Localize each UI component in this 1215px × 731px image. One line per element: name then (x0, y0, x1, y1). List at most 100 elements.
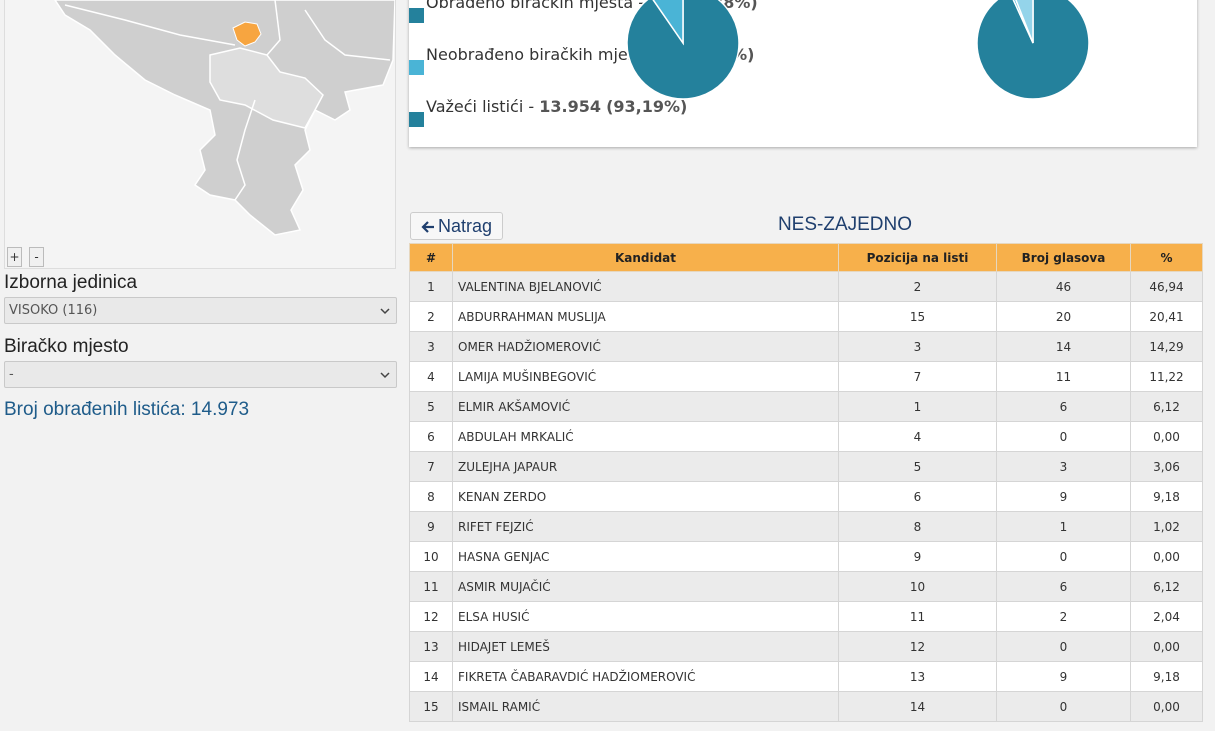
table-cell: KENAN ZERDO (452, 481, 839, 512)
table-cell: 14 (409, 661, 453, 692)
table-cell: 20 (996, 301, 1131, 332)
table-row: 5 ELMIR AKŠAMOVIĆ 1 6 6,12 (409, 391, 1203, 422)
electoral-unit-select[interactable]: VISOKO (116) (4, 297, 397, 324)
table-cell: 9 (996, 481, 1131, 512)
chevron (380, 372, 390, 379)
table-cell: 14,29 (1130, 331, 1203, 362)
chevron (380, 308, 390, 315)
table-row: 1 VALENTINA BJELANOVIĆ 2 46 46,94 (409, 271, 1203, 302)
pie-slice (626, 0, 740, 100)
table-cell: 8 (838, 511, 997, 542)
table-cell: 0 (996, 541, 1131, 572)
table-cell: 11 (409, 571, 453, 602)
column-header: Pozicija na listi (838, 243, 997, 272)
table-cell: 7 (409, 451, 453, 482)
table-cell: 2 (838, 271, 997, 302)
table-row: 3 OMER HADŽIOMEROVIĆ 3 14 14,29 (409, 331, 1203, 362)
legend-label: Obrađeno biračkih mjesta - (426, 0, 645, 12)
table-cell: 2 (409, 301, 453, 332)
table-cell: 0,00 (1130, 421, 1203, 452)
table-cell: 3 (996, 451, 1131, 482)
table-cell: ZULEJHA JAPAUR (452, 451, 839, 482)
table-cell: 10 (838, 571, 997, 602)
table-cell: 11 (838, 601, 997, 632)
map-selected[interactable] (232, 21, 262, 47)
select-value: - (9, 367, 14, 382)
table-cell: 14 (838, 691, 997, 722)
back-arrow (421, 221, 434, 233)
table-cell: ABDULAH MRKALIĆ (452, 421, 839, 452)
table-cell: 4 (838, 421, 997, 452)
table-cell: 0,00 (1130, 631, 1203, 662)
table-cell: ASMIR MUJAČIĆ (452, 571, 839, 602)
table-cell: 6 (838, 481, 997, 512)
table-cell: 9 (996, 661, 1131, 692)
table-cell: ISMAIL RAMIĆ (452, 691, 839, 722)
table-row: 11 ASMIR MUJAČIĆ 10 6 6,12 (409, 571, 1203, 602)
table-cell: 1 (838, 391, 997, 422)
table-cell: 6 (996, 571, 1131, 602)
table-row: 8 KENAN ZERDO 6 9 9,18 (409, 481, 1203, 512)
table-cell: 8 (409, 481, 453, 512)
table-cell: 1 (409, 271, 453, 302)
table-row: 9 RIFET FEJZIĆ 8 1 1,02 (409, 511, 1203, 542)
table-cell: 3 (409, 331, 453, 362)
back-button[interactable]: Natrag (410, 212, 503, 240)
legend-count: 13.954 (539, 97, 601, 116)
pie-slice (1015, 0, 1034, 44)
pie-slice (652, 0, 684, 46)
map[interactable] (4, 0, 396, 269)
legend-item: Važeći listići - 13.954 (93,19%) (409, 94, 1197, 146)
legend-label: Neobrađeno biračkih mjesta - (426, 45, 664, 64)
polling-station-select[interactable]: - (4, 361, 397, 388)
table-row: 12 ELSA HUSIĆ 11 2 2,04 (409, 601, 1203, 632)
table-cell: 6,12 (1130, 391, 1203, 422)
table-cell: OMER HADŽIOMEROVIĆ (452, 331, 839, 362)
table-row: 14 FIKRETA ČABARAVDIĆ HADŽIOMEROVIĆ 13 9 9,1… (409, 661, 1203, 692)
table-cell: 13 (409, 631, 453, 662)
table-cell: 7 (838, 361, 997, 392)
legend-swatch (409, 8, 424, 23)
pie-slice (976, 0, 1090, 100)
table-cell: 10 (409, 541, 453, 572)
table-cell: RIFET FEJZIĆ (452, 511, 839, 542)
zoom-out[interactable]: - (29, 247, 44, 267)
pie (976, 0, 1090, 100)
column-header: Kandidat (452, 243, 839, 272)
back-label: Natrag (438, 216, 493, 236)
table-cell: 46,94 (1130, 271, 1203, 302)
table-cell: 9,18 (1130, 661, 1203, 692)
table-cell: 15 (409, 691, 453, 722)
table-cell: HIDAJET LEMEŠ (452, 631, 839, 662)
polling-station-label: Biračko mjesto (4, 336, 129, 357)
table-cell: 4 (409, 361, 453, 392)
table-cell: 9 (409, 511, 453, 542)
column-header: # (409, 243, 453, 272)
table-cell: 46 (996, 271, 1131, 302)
table-cell: 3,06 (1130, 451, 1203, 482)
table-body: 1 VALENTINA BJELANOVIĆ 2 46 46,94 2 ABDURRAHMA… (409, 271, 1203, 722)
table-cell: 1 (996, 511, 1131, 542)
electoral-unit-label: Izborna jedinica (4, 272, 138, 293)
table-cell: ELSA HUSIĆ (452, 601, 839, 632)
column-header: % (1130, 243, 1203, 272)
table-cell: 3 (838, 331, 997, 362)
table-cell: 0 (996, 631, 1131, 662)
column-header: Broj glasova (996, 243, 1131, 272)
table-cell: HASNA GENJAC (452, 541, 839, 572)
table-cell: 12 (838, 631, 997, 662)
zoom-in[interactable]: + (7, 247, 22, 267)
table-cell: 11 (996, 361, 1131, 392)
table-cell: ABDURRAHMAN MUSLIJA (452, 301, 839, 332)
summary-panel: Obrađeno biračkih mjesta - 47 (90,38%)Ne… (409, 0, 1197, 147)
table-cell: ELMIR AKŠAMOVIĆ (452, 391, 839, 422)
processed-ballots: Broj obrađenih listića: 14.973 (4, 399, 250, 420)
select-value: VISOKO (116) (9, 303, 98, 318)
map-graphic (54, 0, 395, 236)
table-cell: LAMIJA MUŠINBEGOVIĆ (452, 361, 839, 392)
legend: Važeći listići - 13.954 (93,19%)Nevažeći… (409, 94, 1197, 147)
table-row: 10 HASNA GENJAC 9 0 0,00 (409, 541, 1203, 572)
table-cell: 6 (996, 391, 1131, 422)
table-cell: 6 (409, 421, 453, 452)
